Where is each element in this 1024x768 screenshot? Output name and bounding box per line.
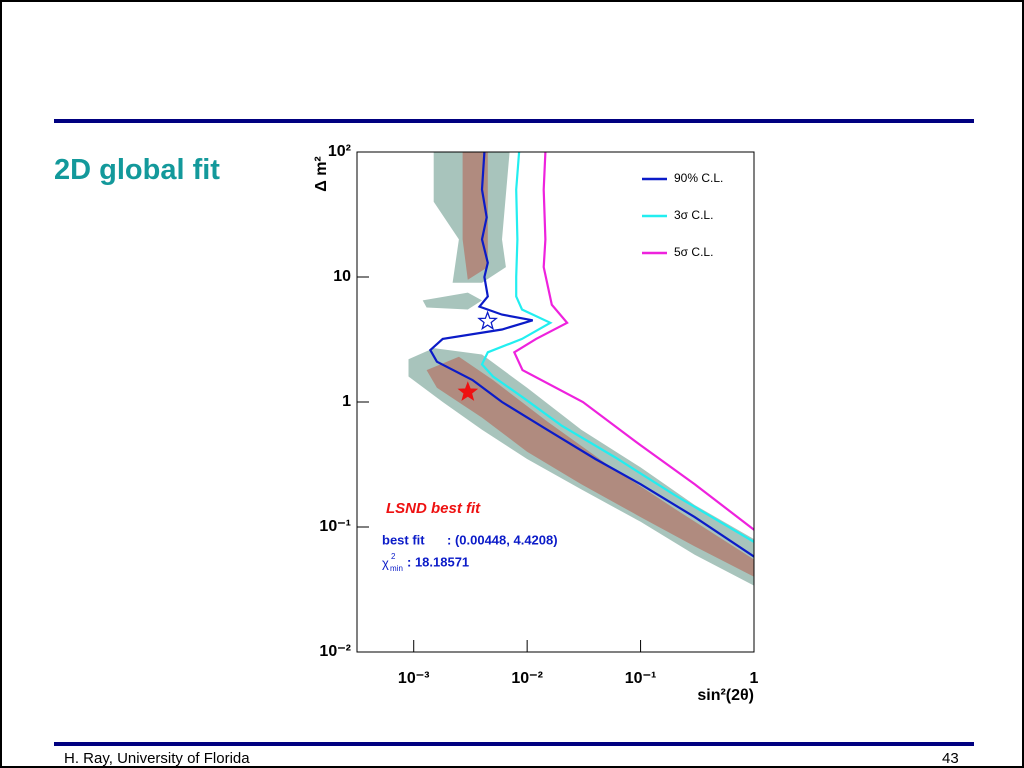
cl-curve <box>428 152 754 558</box>
x-tick-label: 10⁻¹ <box>625 670 657 687</box>
chi-symbol: χ <box>382 555 389 570</box>
slide-title: 2D global fit <box>54 154 220 186</box>
cl-curve <box>480 152 754 543</box>
y-tick-label: 10⁻¹ <box>319 518 351 535</box>
best-fit-marker <box>457 381 479 401</box>
bottom-rule <box>54 742 974 746</box>
top-rule <box>54 119 974 123</box>
best-fit-value: : (0.00448, 4.4208) <box>447 532 558 547</box>
footer-right: 43 <box>942 750 959 767</box>
best-fit-label: best fit <box>382 532 425 547</box>
x-tick-label: 10⁻² <box>511 670 543 687</box>
x-tick-label: 1 <box>750 670 759 687</box>
x-axis-title: sin²(2θ) <box>697 687 754 704</box>
y-tick-label: 10² <box>328 143 351 160</box>
y-tick-label: 1 <box>342 393 351 410</box>
chi-sup: 2 <box>391 552 396 561</box>
y-tick-label: 10 <box>333 268 351 285</box>
footer-left: H. Ray, University of Florida <box>64 750 250 767</box>
y-axis-title: Δ m² <box>313 156 330 192</box>
x-tick-label: 10⁻³ <box>398 670 430 687</box>
lsnd-label: LSND best fit <box>386 500 481 517</box>
legend-label: 90% C.L. <box>674 171 723 185</box>
y-tick-label: 10⁻² <box>319 643 351 660</box>
cl-curve <box>512 152 754 531</box>
plot-area <box>357 152 754 652</box>
allowed-region <box>426 356 754 577</box>
best-fit-marker <box>477 310 498 331</box>
allowed-region <box>422 292 482 310</box>
curves <box>428 152 754 558</box>
legend-label: 3σ C.L. <box>674 208 713 222</box>
chi-value: : 18.18571 <box>407 554 469 569</box>
chi-sub: min <box>390 564 403 573</box>
legend-label: 5σ C.L. <box>674 245 713 259</box>
